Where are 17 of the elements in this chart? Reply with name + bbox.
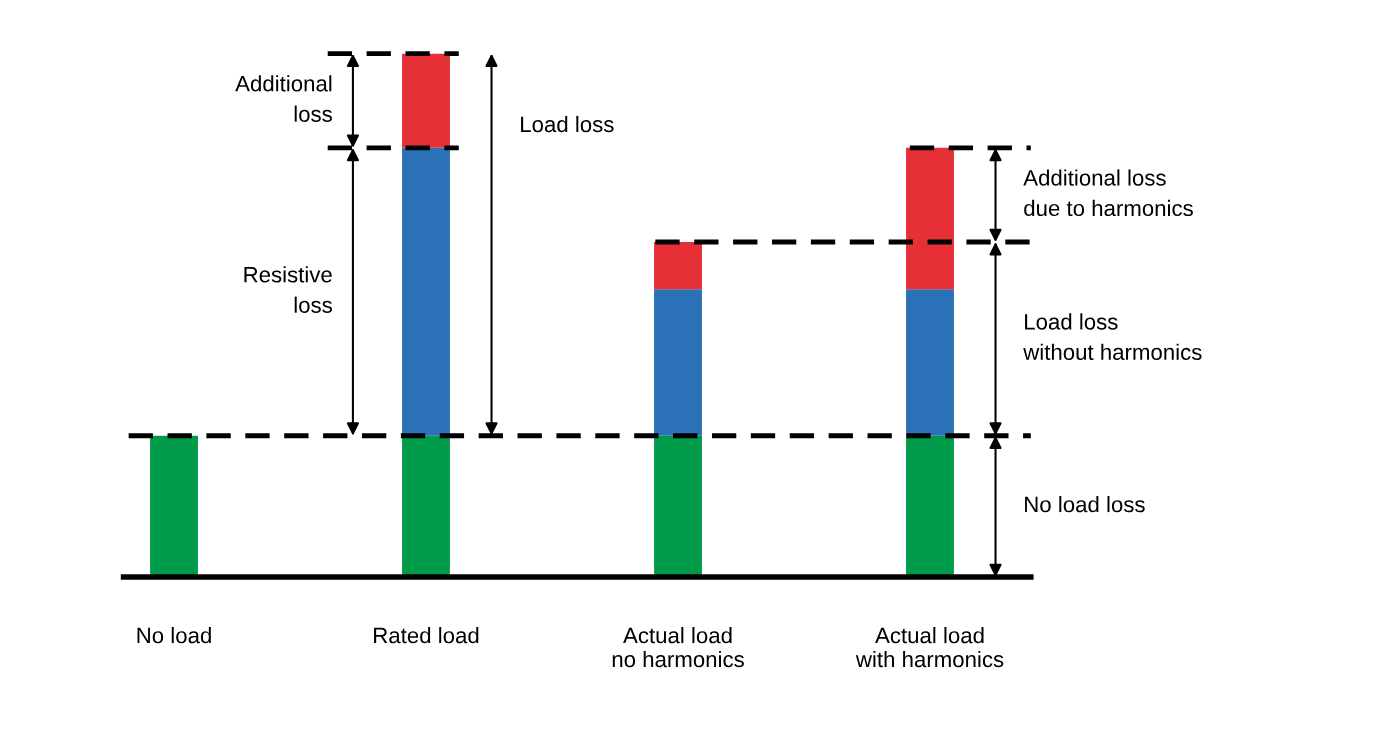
bar (150, 435, 198, 577)
bar (906, 435, 954, 577)
x-tick-label: Actual load with harmonics (855, 627, 1004, 668)
bar (906, 289, 954, 436)
bar (654, 435, 702, 577)
bar (402, 435, 450, 577)
bar (654, 289, 702, 436)
annotation: No load loss (1025, 495, 1145, 513)
annotation: Load loss (521, 115, 614, 133)
annotation: Additional loss due to harmonics (1023, 169, 1193, 217)
annotation: Load loss without harmonics (1023, 313, 1202, 361)
bar (654, 242, 702, 290)
x-tick-label: Rated load (374, 627, 479, 644)
x-tick-label: Actual load no harmonics (612, 627, 744, 668)
annotation: Additional loss (235, 75, 332, 122)
annotation: Resistive loss (244, 266, 332, 313)
x-tick-label: No load (137, 627, 211, 644)
